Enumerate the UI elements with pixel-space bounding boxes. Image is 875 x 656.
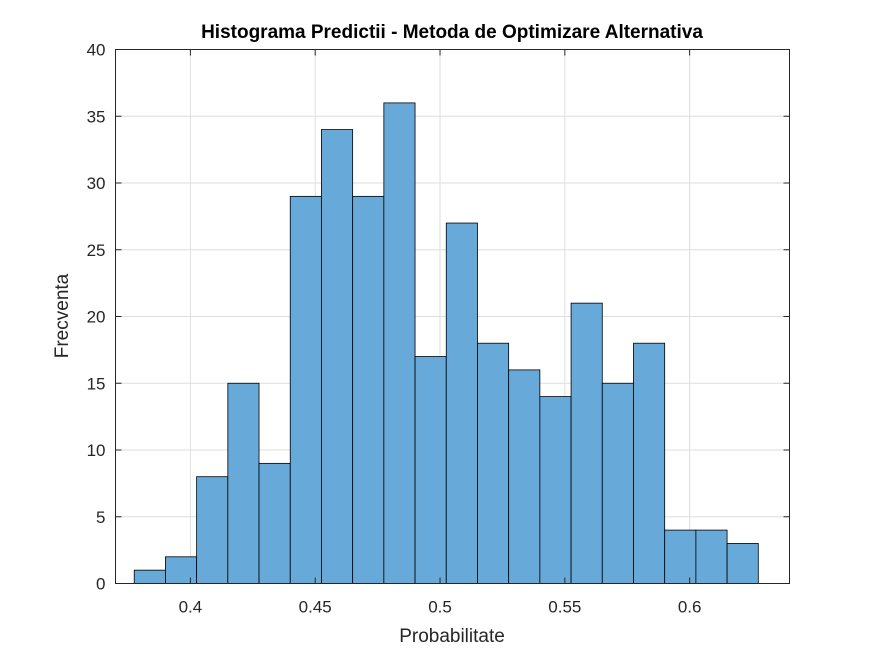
y-tick-label: 25 — [87, 241, 106, 260]
histogram-bar — [133, 569, 166, 584]
x-tick-labels: 0.4 0.45 0.5 0.55 0.6 — [179, 598, 702, 617]
y-tick-label: 35 — [87, 107, 106, 126]
histogram-bar — [633, 342, 666, 584]
x-tick-label: 0.6 — [678, 598, 702, 617]
tick-marks — [115, 49, 790, 584]
histogram-bar — [352, 195, 385, 584]
histogram-bar — [601, 382, 634, 584]
chart-title: Histograma Predictii - Metoda de Optimiz… — [201, 22, 703, 43]
histogram-bar — [664, 529, 697, 584]
y-tick-label: 30 — [87, 174, 106, 193]
y-tick-label: 15 — [87, 374, 106, 393]
histogram-bar — [477, 342, 510, 584]
y-axis-label: Frecventa — [52, 273, 73, 358]
y-tick-labels: 0 5 10 15 20 25 30 35 40 — [87, 41, 106, 594]
x-tick-label: 0.55 — [548, 598, 581, 617]
histogram-bar — [539, 396, 572, 584]
histogram-bar — [165, 556, 198, 584]
histogram-bar — [695, 529, 728, 584]
histogram-bar — [258, 462, 291, 584]
histogram-bar — [321, 129, 354, 584]
histogram-bar — [726, 543, 759, 584]
y-tick-label: 10 — [87, 441, 106, 460]
histogram-bar — [383, 102, 416, 584]
x-axis-label: Probabilitate — [399, 626, 505, 647]
bars — [133, 102, 759, 584]
x-tick-label: 0.4 — [179, 598, 203, 617]
histogram-bar — [445, 222, 478, 584]
x-tick-label: 0.5 — [428, 598, 452, 617]
y-tick-label: 5 — [96, 508, 105, 527]
histogram-bar — [289, 195, 322, 584]
y-tick-label: 0 — [96, 575, 105, 594]
y-tick-label: 20 — [87, 308, 106, 327]
histogram-bar — [570, 302, 603, 584]
histogram-bar — [508, 369, 541, 584]
histogram-bar — [227, 382, 260, 584]
histogram-bar — [414, 356, 447, 584]
y-tick-label: 40 — [87, 41, 106, 60]
histogram-bar — [196, 476, 229, 584]
x-tick-label: 0.45 — [299, 598, 332, 617]
